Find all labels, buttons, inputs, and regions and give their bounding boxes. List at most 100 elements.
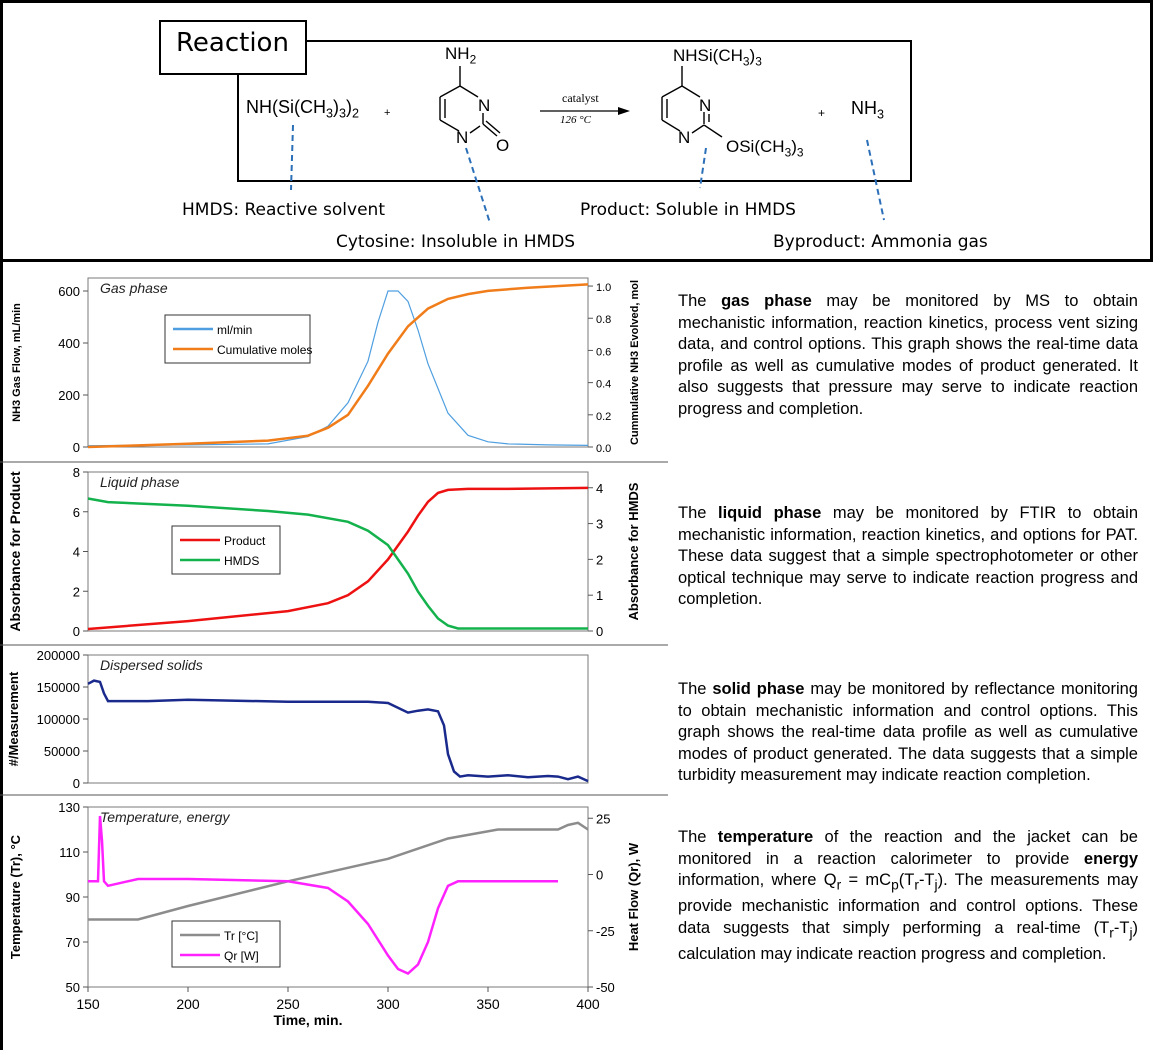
series-line-3-0 <box>88 821 589 921</box>
nh3-part: NH <box>851 98 877 118</box>
cytosine-nh2-part: NH <box>445 44 470 63</box>
x-tick-label-3: 250 <box>276 996 300 1012</box>
reaction-title-box <box>159 20 307 75</box>
plot-area-0 <box>87 277 589 448</box>
y2-tick-label-0: 0.8 <box>596 314 611 326</box>
y-axis-label-3: Temperature (Tr), °C <box>8 834 23 959</box>
cytosine-o: O <box>496 136 510 155</box>
y-tick-label-1: 6 <box>73 505 80 520</box>
y2-tick-label-1: 3 <box>596 517 603 532</box>
y-axis-label-2: #/Measurement <box>6 671 21 766</box>
charts-svg: Gas phase02004006000.00.20.40.60.81.0NH3… <box>0 277 668 1028</box>
byproduct-formula: NH3 <box>851 98 884 122</box>
plot-area-1 <box>87 471 589 632</box>
y-tick-label-2: 100000 <box>37 712 80 727</box>
nh3-part: 3 <box>877 107 885 122</box>
y2-tick-label-0: 1.0 <box>596 282 611 294</box>
y-tick-label-3: 130 <box>58 800 80 815</box>
product-n1: N <box>699 96 712 115</box>
y2-tick-label-3: 0 <box>596 868 603 883</box>
temperature-label: 126 °C <box>560 114 591 126</box>
y-tick-label-1: 0 <box>73 624 80 639</box>
product-top-part: 3 <box>755 54 762 69</box>
series-line-2-0 <box>87 679 589 783</box>
y-axis-label-0: NH3 Gas Flow, mL/min <box>11 303 23 422</box>
product-side-part: ) <box>791 137 797 156</box>
product-side-group: OSi(CH3)3 <box>726 137 803 159</box>
y2-tick-label-3: 25 <box>596 811 610 826</box>
y-tick-label-1: 4 <box>73 545 80 560</box>
y2-tick-label-1: 0 <box>596 624 603 639</box>
chart-title-0: Gas phase <box>100 280 168 296</box>
y-tick-label-3: 90 <box>66 890 80 905</box>
catalyst-label: catalyst <box>562 91 599 105</box>
hmds-formula: NH(Si(CH3)3)2 <box>246 97 359 121</box>
y2-axis-label-3: Heat Flow (Qr), W <box>626 842 641 951</box>
y2-tick-label-0: 0.0 <box>596 443 611 455</box>
plus-sign-1: + <box>384 107 391 119</box>
hmds-formula-part: 3 <box>339 106 347 121</box>
product-label: Product: Soluble in HMDS <box>580 200 796 220</box>
data-frame <box>0 259 1153 1050</box>
reaction-structures <box>290 66 885 224</box>
y-tick-label-2: 0 <box>73 776 80 791</box>
cytosine-ring <box>439 66 501 137</box>
y2-axis-label-1: Absorbance for HMDS <box>626 482 641 620</box>
temperature-paragraph: The temperature of the reaction and the … <box>678 828 1139 963</box>
product-ring <box>661 66 723 138</box>
hmds-formula-part: NH(Si(CH <box>246 97 326 117</box>
product-top-group: NHSi(CH3)3 <box>673 46 762 68</box>
hmds-formula-part: ) <box>346 97 353 117</box>
y-tick-label-2: 50000 <box>44 744 80 759</box>
x-axis-label: Time, min. <box>274 1012 343 1028</box>
product-top-part: 3 <box>742 54 750 69</box>
y-tick-label-3: 110 <box>59 845 80 860</box>
legend-box-1 <box>171 525 281 575</box>
gas-phase-paragraph: The gas phase may be monitored by MS to … <box>678 292 1138 418</box>
cytosine-label: Cytosine: Insoluble in HMDS <box>336 232 576 252</box>
product-top-part: NHSi(CH <box>673 46 743 65</box>
y2-tick-label-1: 4 <box>596 481 603 496</box>
x-tick-label-3: 400 <box>576 996 600 1012</box>
y2-tick-label-3: -50 <box>596 980 615 995</box>
y-tick-label-0: 200 <box>58 388 80 403</box>
plot-area-2 <box>87 654 589 784</box>
hmds-formula-part: ) <box>333 97 340 117</box>
series-line-3-1 <box>88 815 558 975</box>
legend-label-1-1: HMDS <box>224 554 259 568</box>
product-side-part: OSi(CH <box>726 137 785 156</box>
y-tick-label-1: 8 <box>73 465 80 480</box>
legend-label-0-0: ml/min <box>217 323 252 337</box>
y-tick-label-3: 70 <box>66 935 80 950</box>
byproduct-label: Byproduct: Ammonia gas <box>773 232 988 252</box>
y-tick-label-0: 0 <box>73 440 80 455</box>
y-tick-label-0: 400 <box>58 336 80 351</box>
chart-title-2: Dispersed solids <box>100 657 203 673</box>
y2-tick-label-0: 0.4 <box>596 379 611 391</box>
x-tick-label-3: 300 <box>376 996 400 1012</box>
y-axis-label-1: Absorbance for Product <box>7 471 23 632</box>
legend-box-3 <box>171 920 281 968</box>
y2-axis-label-0: Cummulative NH3 Evolved, mol <box>629 280 641 445</box>
legend-label-1-0: Product <box>224 534 266 548</box>
series-line-1-1 <box>87 497 588 630</box>
x-tick-label-3: 350 <box>476 996 500 1012</box>
plot-area-3 <box>87 806 589 988</box>
x-tick-label-3: 150 <box>76 996 100 1012</box>
legend-label-0-1: Cumulative moles <box>217 343 312 357</box>
legend-box-0 <box>164 314 311 364</box>
hmds-formula-part: 3 <box>326 106 334 121</box>
y2-tick-label-1: 1 <box>596 588 603 603</box>
plus-sign-2: + <box>818 106 826 120</box>
cytosine-nh2-part: 2 <box>469 52 477 67</box>
legend-label-3-1: Qr [W] <box>224 949 259 963</box>
cytosine-n1: N <box>478 96 491 115</box>
hmds-formula-part: 2 <box>352 106 360 121</box>
y-tick-label-3: 50 <box>66 980 80 995</box>
product-top-part: ) <box>749 46 756 65</box>
y2-tick-label-3: -25 <box>596 924 615 939</box>
chart-title-1: Liquid phase <box>100 474 180 490</box>
y-tick-label-2: 150000 <box>37 680 80 695</box>
y2-tick-label-1: 2 <box>596 552 603 567</box>
liquid-phase-paragraph: The liquid phase may be monitored by FTI… <box>678 504 1138 609</box>
